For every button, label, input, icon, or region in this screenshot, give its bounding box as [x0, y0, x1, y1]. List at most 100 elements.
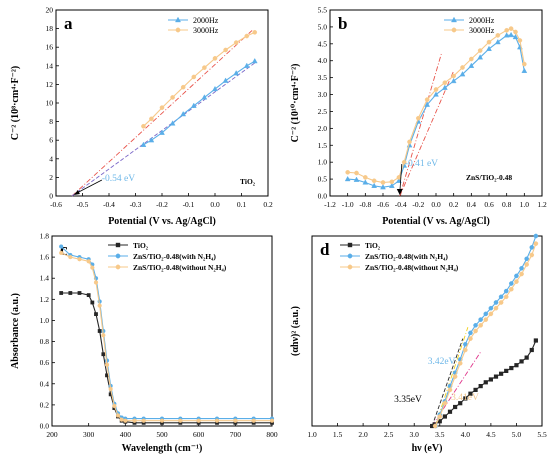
panel-a-data-point [148, 137, 155, 143]
panel-c-xtick-label: 600 [193, 430, 205, 439]
panel-a-data-point [233, 40, 239, 45]
panel-b-xtick-label: 0.0 [431, 200, 441, 209]
panel-d-data-point [509, 286, 514, 292]
panel-d-data-point [458, 401, 463, 406]
panel-c-ytick-label: 1.4 [40, 274, 50, 283]
panel-d-data-point [509, 365, 514, 371]
panel-c-xlabel: Wavelength (cm⁻¹) [122, 443, 203, 454]
panel-d-xtick-label: 3.0 [410, 430, 420, 439]
panel-c-data-point [141, 418, 146, 423]
panel-a-fit-line [71, 62, 256, 197]
panel-c-ylabel: Absorbance (a.u.) [10, 293, 21, 369]
panel-b-data-point [508, 26, 514, 31]
panel-b-fit-line [399, 53, 442, 197]
panel-a-legend-label: 3000Hz [193, 26, 219, 35]
panel-a-xlabel: Potential (V vs. Ag/AgCl) [108, 216, 216, 227]
panel-d-legend-label: TiO₂ [365, 241, 381, 250]
panel-b-data-point [517, 38, 523, 43]
panel-b-data-point [380, 184, 386, 190]
panel-d-ylabel: (αhν)² (a.u.) [290, 306, 301, 356]
panel-b-data-point [521, 67, 528, 73]
panel-a-data-point [180, 84, 186, 90]
panel-b-ylabel: C⁻² (10¹⁰·cm⁴·F⁻²) [290, 64, 301, 143]
panel-b-legend-marker [451, 16, 457, 23]
panel-b-data-point [459, 71, 466, 77]
panel-b-data-point [433, 87, 439, 92]
panel-d-data-point [453, 404, 458, 410]
panel-b-data-point [424, 97, 430, 102]
panel-c: c 200 300 400 500 600 700 8000.00.20.40.60.81.… [10, 232, 278, 455]
panel-c-ytick-label: 1.0 [40, 316, 50, 325]
panel-d-xlabel: hν (eV) [412, 443, 443, 454]
panel-d-xtick-label: 4.0 [461, 430, 471, 439]
panel-b-xtick-label: -0.8 [359, 200, 371, 209]
panel-c-data-point [123, 418, 128, 423]
panel-b-ytick-label: 3.0 [318, 90, 328, 99]
panel-c-data-point [251, 420, 256, 425]
panel-d-data-point [447, 409, 453, 414]
panel-b-data-point [469, 56, 474, 62]
panel-d-data-point [514, 273, 519, 279]
panel-a-ytick-label: 6 [49, 136, 53, 145]
panel-b-data-point [345, 170, 350, 175]
panel-d-xtick-label: 5.5 [537, 430, 547, 439]
panel-d-data-point [432, 423, 438, 429]
panel-d-data-point [493, 305, 499, 311]
panel-b-data-point [396, 177, 402, 183]
panel-b-data-point [451, 73, 456, 79]
panel-a-material-label: TiO₂ [240, 177, 256, 186]
panel-b-data-point [508, 31, 514, 38]
panel-d-data-point [473, 328, 478, 334]
panel-c-data-point [270, 420, 274, 425]
panel-c-ytick-label: 0.0 [40, 422, 50, 431]
panel-d-data-point [468, 336, 473, 341]
panel-b-data-point [468, 62, 475, 68]
panel-b-arrowhead [396, 189, 403, 195]
panel-d-data-point [519, 265, 524, 271]
panel-b-xtick-label: 0.2 [449, 200, 459, 209]
panel-b-data-point [344, 175, 351, 182]
panel-d-letter: d [320, 240, 330, 259]
panel-b-data-point [522, 61, 527, 67]
panel-b-xtick-label: 0.4 [467, 200, 477, 209]
panel-a-ytick-label: 0 [49, 192, 53, 201]
panel-c-legend-label: TiO₂ [133, 241, 149, 250]
panel-d-data-point [442, 414, 447, 419]
panel-d-xtick-label: 3.5 [435, 430, 445, 439]
panel-d-data-point [529, 347, 534, 353]
panel-c-data-point [112, 406, 117, 410]
panel-d-fit-line [434, 327, 469, 427]
panel-d-data-point [503, 288, 509, 294]
panel-c-data-point [233, 420, 238, 425]
panel-d-data-point [478, 317, 483, 322]
panel-d-data-point [498, 300, 504, 305]
panel-b-ytick-label: 2.0 [318, 124, 328, 133]
panel-a-data-point [252, 30, 258, 35]
panel-c-data-point [59, 250, 64, 255]
panel-c-data-point [86, 259, 91, 264]
panel-b-data-point [389, 179, 395, 185]
panel-b-data-point [513, 29, 518, 35]
panel-d-data-point [533, 338, 538, 343]
panel-c-data-point [77, 257, 82, 262]
panel-b-xtick-label: 0.8 [502, 200, 512, 209]
panel-b-ytick-label: 4.0 [318, 56, 328, 65]
panel-b-ytick-label: 0.0 [318, 192, 328, 201]
panel-b-ytick-label: 4.5 [318, 39, 328, 48]
panel-d-data-point [430, 423, 435, 429]
panel-a-data-point [180, 111, 187, 117]
panel-d-xtick-label: 1.0 [307, 430, 317, 439]
panel-b-xtick-label: -0.6 [377, 200, 389, 209]
panel-d-data-point [442, 400, 448, 406]
panel-c-ytick-label: 1.8 [40, 232, 50, 241]
panel-c-legend-marker [115, 242, 121, 248]
panel-c-data-point [214, 418, 220, 423]
panel-c-xtick-label: 500 [156, 430, 168, 439]
panel-d-xtick-label: 2.5 [384, 430, 394, 439]
panel-d-legend-marker [347, 242, 353, 248]
panel-d-data-point [529, 252, 535, 258]
panel-b-data-point [450, 77, 457, 84]
panel-c-data-point [68, 255, 73, 260]
panel-a-xtick-label: 0.0 [210, 200, 220, 209]
panel-a-data-point [159, 105, 165, 110]
